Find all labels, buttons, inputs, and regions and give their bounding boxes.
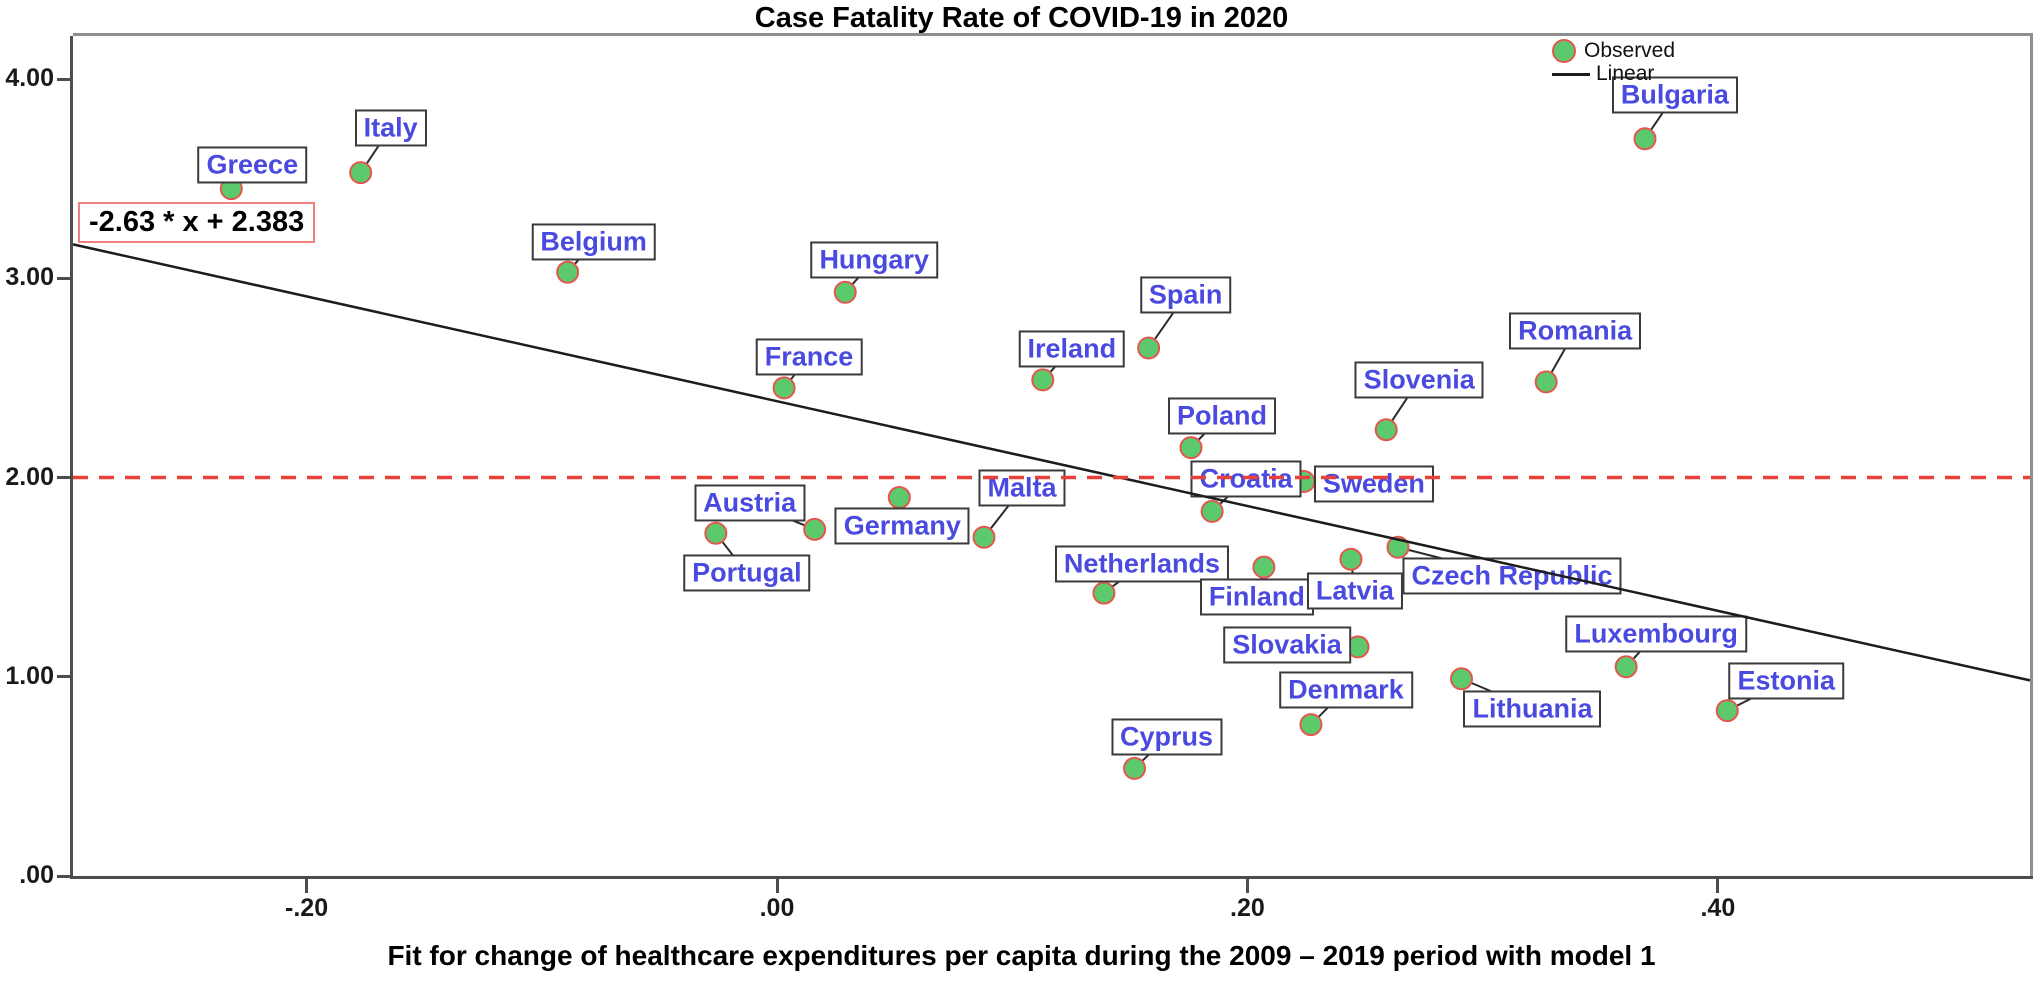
country-label-germany: Germany — [834, 507, 970, 545]
country-label-romania: Romania — [1509, 312, 1642, 350]
y-tick-mark — [57, 476, 71, 480]
x-tick-mark — [1716, 879, 1720, 893]
data-point-spain — [1137, 336, 1161, 360]
legend-linear-label: Linear — [1596, 62, 1655, 85]
data-point-lithuania — [1449, 667, 1473, 691]
data-point-italy — [349, 161, 373, 185]
data-point-netherlands — [1092, 581, 1116, 605]
data-point-slovenia — [1374, 418, 1398, 442]
x-tick-label: .20 — [1230, 894, 1265, 922]
country-label-portugal: Portugal — [683, 554, 811, 592]
data-point-france — [772, 376, 796, 400]
x-tick-label: .40 — [1700, 894, 1736, 922]
y-tick-label: 4.00 — [5, 64, 54, 93]
country-label-bulgaria: Bulgaria — [1611, 76, 1738, 114]
country-label-netherlands: Netherlands — [1054, 545, 1229, 583]
x-axis-label: Fit for change of healthcare expenditure… — [387, 940, 1656, 971]
data-point-portugal — [704, 521, 728, 545]
x-tick-label: -.20 — [285, 894, 329, 922]
data-point-czech-republic — [1386, 535, 1410, 559]
data-point-romania — [1534, 370, 1558, 394]
country-label-czech-republic: Czech Republic — [1402, 557, 1622, 595]
equation-text: -2.63 * x + 2.383 — [89, 206, 305, 238]
country-label-malta: Malta — [978, 469, 1066, 507]
country-label-slovenia: Slovenia — [1354, 361, 1484, 399]
equation-box: -2.63 * x + 2.383 — [78, 202, 316, 243]
country-label-latvia: Latvia — [1306, 572, 1403, 610]
country-label-greece: Greece — [197, 146, 308, 184]
y-tick-mark — [57, 874, 71, 878]
data-point-ireland — [1031, 368, 1055, 392]
x-tick-mark — [1245, 879, 1249, 893]
data-point-luxembourg — [1614, 655, 1638, 679]
data-point-austria — [803, 517, 827, 541]
country-label-belgium: Belgium — [531, 223, 656, 261]
data-point-cyprus — [1123, 756, 1147, 780]
data-point-croatia — [1200, 499, 1224, 523]
data-point-bulgaria — [1633, 127, 1657, 151]
country-label-france: France — [755, 338, 863, 376]
data-point-estonia — [1715, 699, 1739, 723]
country-label-finland: Finland — [1199, 578, 1314, 616]
plot-border-right — [2030, 33, 2033, 879]
country-label-sweden: Sweden — [1313, 464, 1434, 503]
y-tick-label: 2.00 — [5, 462, 54, 491]
country-label-luxembourg: Luxembourg — [1565, 615, 1747, 653]
country-label-cyprus: Cyprus — [1111, 718, 1223, 756]
data-point-finland — [1252, 555, 1276, 579]
x-axis-line — [70, 876, 2033, 879]
observed-point-icon — [1552, 39, 1576, 63]
country-label-ireland: Ireland — [1018, 330, 1126, 368]
y-tick-label: .00 — [19, 861, 54, 889]
legend-observed-label: Observed — [1584, 39, 1676, 62]
x-tick-mark — [305, 879, 309, 893]
x-tick-label: .00 — [759, 894, 795, 922]
data-point-belgium — [556, 260, 580, 284]
legend: Observed Linear — [1552, 39, 1676, 86]
data-point-latvia — [1339, 547, 1363, 571]
data-point-hungary — [833, 280, 857, 304]
country-label-spain: Spain — [1139, 276, 1232, 314]
country-label-denmark: Denmark — [1279, 671, 1413, 709]
y-tick-mark — [57, 276, 71, 280]
y-tick-mark — [57, 675, 71, 679]
data-point-poland — [1179, 436, 1203, 460]
country-label-italy: Italy — [354, 109, 427, 147]
country-label-poland: Poland — [1167, 397, 1276, 435]
chart-title: Case Fatality Rate of COVID-19 in 2020 — [754, 2, 1289, 34]
x-tick-mark — [775, 879, 779, 893]
country-label-hungary: Hungary — [810, 241, 938, 279]
data-point-denmark — [1299, 713, 1323, 737]
data-point-malta — [972, 525, 996, 549]
y-axis-line — [70, 36, 73, 876]
data-point-germany — [887, 485, 911, 509]
legend-item-linear: Linear — [1552, 62, 1675, 85]
country-label-lithuania: Lithuania — [1463, 690, 1602, 728]
country-label-croatia: Croatia — [1190, 460, 1302, 498]
linear-line-icon — [1552, 72, 1590, 76]
country-label-austria: Austria — [694, 484, 806, 522]
y-tick-label: 1.00 — [5, 661, 54, 690]
y-tick-label: 3.00 — [5, 263, 54, 292]
y-tick-mark — [57, 77, 71, 81]
country-label-estonia: Estonia — [1728, 662, 1845, 700]
legend-item-observed: Observed — [1552, 39, 1676, 63]
plot-border-top — [73, 33, 2033, 36]
country-label-slovakia: Slovakia — [1223, 626, 1351, 664]
